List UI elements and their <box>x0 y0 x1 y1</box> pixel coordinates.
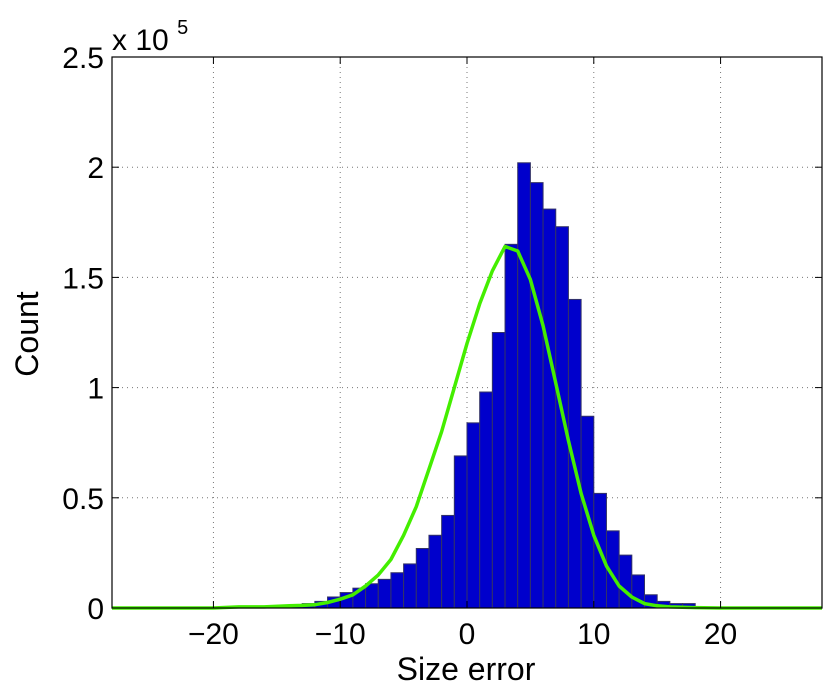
histogram-bar <box>542 208 557 609</box>
histogram-bar <box>479 391 493 609</box>
histogram-bar <box>529 182 544 609</box>
histogram-bar <box>377 578 392 609</box>
fit-curve-layer <box>112 244 822 610</box>
x-tick-label: 20 <box>704 618 737 651</box>
x-tick-label: 0 <box>459 618 476 651</box>
x-axis-label: Size error <box>397 651 536 687</box>
y-multiplier-base: x 10 <box>112 24 169 57</box>
histogram-bar <box>453 455 468 609</box>
y-tick-label: 0.5 <box>62 483 104 516</box>
histogram-bar <box>466 422 481 609</box>
y-axis-label: Count <box>9 291 45 377</box>
histogram-bar <box>491 332 506 609</box>
histogram-bar <box>517 162 531 609</box>
y-tick-label: 2 <box>87 152 104 185</box>
histogram-bar <box>415 547 430 609</box>
y-multiplier-label: x 10 5 <box>112 17 188 57</box>
x-tick-label: −10 <box>315 618 366 651</box>
y-tick-label: 1 <box>87 373 104 406</box>
tick-labels: −20 −10 0 10 20 0 0.5 1 1.5 2 2.5 <box>62 42 737 651</box>
x-tick-label: −20 <box>188 618 239 651</box>
y-tick-label: 1.5 <box>62 262 104 295</box>
histogram-bar <box>504 243 519 609</box>
histogram-bars <box>289 162 696 609</box>
histogram-bar <box>365 583 379 609</box>
y-multiplier-exponent: 5 <box>177 17 188 39</box>
y-tick-label: 0 <box>87 593 104 626</box>
fit-curve <box>112 244 822 610</box>
axes-frame <box>111 56 823 609</box>
x-tick-label: 10 <box>577 618 610 651</box>
histogram-bar <box>441 514 455 609</box>
histogram-bar <box>428 534 443 609</box>
y-tick-label: 2.5 <box>62 42 104 75</box>
histogram-bar <box>403 563 417 609</box>
histogram-bar <box>618 554 633 609</box>
histogram-bar <box>390 572 405 609</box>
